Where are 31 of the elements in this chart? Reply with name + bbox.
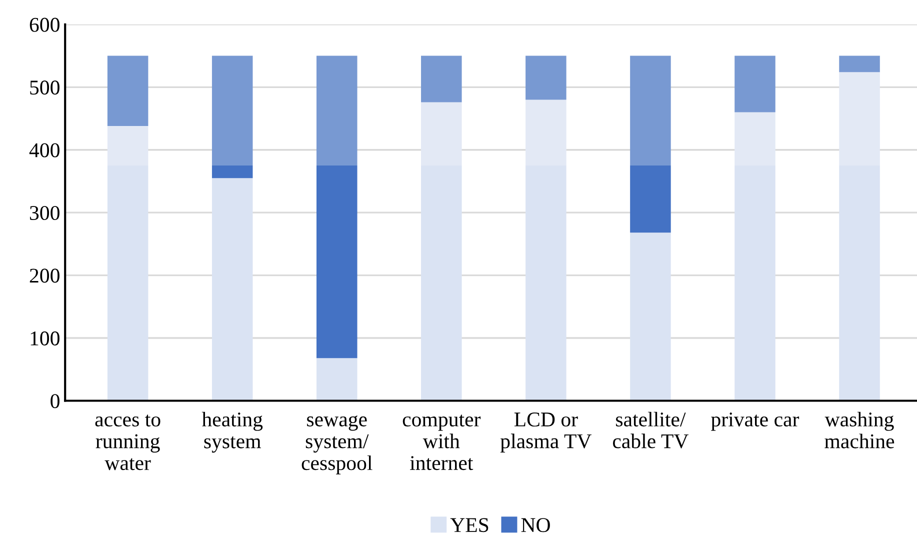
- x-tick-label: acces to running water: [95, 414, 160, 470]
- bar: [316, 358, 358, 401]
- bar: [630, 166, 671, 233]
- bar: [212, 166, 253, 178]
- x-tick-label: private car: [711, 412, 800, 431]
- y-tick-label: 200: [30, 268, 60, 283]
- y-tick-label: 300: [30, 206, 60, 220]
- x-tick-label: sewage system/ cesspool: [302, 416, 372, 474]
- bar: [734, 56, 776, 112]
- bar: [212, 56, 253, 166]
- bar: [107, 56, 148, 126]
- y-tick-label: 500: [30, 80, 60, 95]
- bar: [630, 56, 671, 166]
- bar: [421, 56, 462, 102]
- y-tick-label: 400: [29, 143, 60, 158]
- legend-label: NO: [521, 518, 550, 532]
- bar: [212, 178, 253, 401]
- y-tick-label: 600: [30, 18, 60, 32]
- y-tick-label: 100: [30, 331, 60, 346]
- x-tick-label: satellite/ cable TV: [612, 412, 688, 448]
- x-tick-label: LCD or plasma TV: [500, 412, 592, 453]
- legend-label: YES: [450, 518, 488, 532]
- bar: [526, 56, 566, 100]
- bar: [839, 56, 880, 72]
- bar: [630, 232, 671, 401]
- bar: [316, 166, 358, 358]
- y-tick-label: 0: [50, 394, 60, 408]
- x-tick-label: heating system: [202, 412, 263, 453]
- x-tick-label: computer with internet: [402, 414, 481, 470]
- bar: [316, 56, 358, 166]
- x-tick-label: washing machine: [824, 412, 894, 448]
